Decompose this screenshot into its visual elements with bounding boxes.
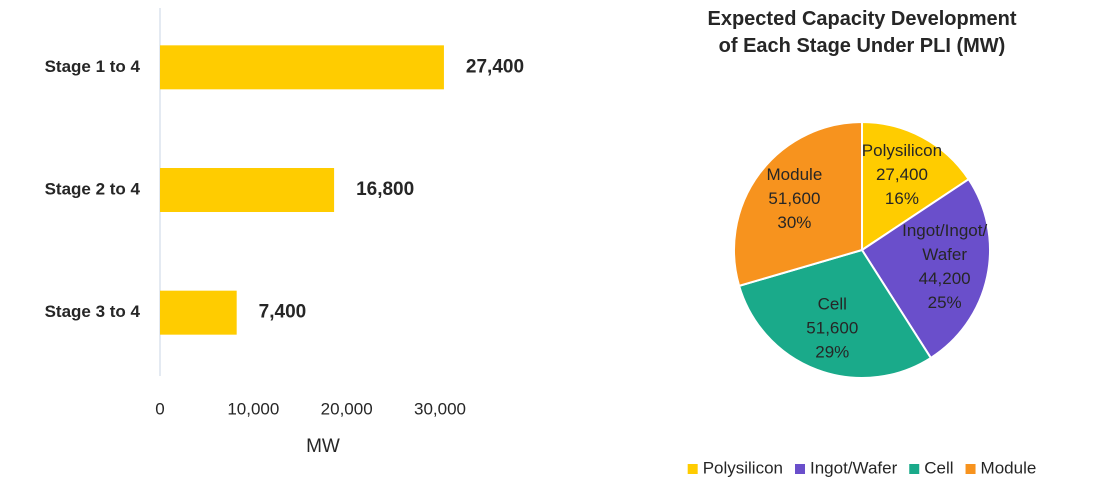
legend-swatch <box>965 464 976 474</box>
y-tick-label: Stage 3 to 4 <box>45 302 141 321</box>
x-axis-label: MW <box>306 436 340 457</box>
pie-slice <box>861 120 971 252</box>
slice-label: Ingot/Ingot/ <box>902 221 987 240</box>
slice-value: 27,400 <box>876 165 928 184</box>
value-label: 16,800 <box>356 179 414 200</box>
legend-swatch <box>795 464 805 474</box>
legend-label: Ingot/Wafer <box>810 458 898 477</box>
slice-percent: 30% <box>777 213 811 232</box>
slice-value: 44,200 <box>919 269 971 288</box>
slice-value: 51,600 <box>806 319 858 338</box>
legend-swatch <box>909 464 920 474</box>
legend-label: Module <box>981 458 1037 477</box>
x-tick-label: 20,000 <box>321 399 373 418</box>
slice-label: Module <box>767 165 823 184</box>
slice-percent: 25% <box>928 293 962 312</box>
pie-slice <box>860 177 991 360</box>
x-tick-label: 10,000 <box>227 399 279 418</box>
bar <box>160 168 335 212</box>
slice-percent: 16% <box>885 189 919 208</box>
y-tick-label: Stage 1 to 4 <box>45 57 141 76</box>
slice-label: Wafer <box>922 245 967 264</box>
legend-swatch <box>687 464 698 474</box>
slice-label: Polysilicon <box>862 141 942 160</box>
y-tick-label: Stage 2 to 4 <box>45 179 141 198</box>
slice-value: 51,600 <box>768 189 820 208</box>
slice-percent: 29% <box>815 343 849 362</box>
value-label: 27,400 <box>466 56 524 77</box>
x-tick-label: 0 <box>155 399 164 418</box>
legend-label: Cell <box>924 458 953 477</box>
bar <box>160 290 237 335</box>
bar <box>160 45 444 90</box>
pie-slice <box>733 120 863 288</box>
value-label: 7,400 <box>259 302 307 323</box>
slice-label: Cell <box>818 295 847 314</box>
legend: Polysilicon Ingot/Wafer Cell Module <box>687 458 1037 477</box>
pie-slice <box>737 248 933 379</box>
pie-title: Expected Capacity Development of Each Sta… <box>708 8 1017 57</box>
legend-label: Polysilicon <box>703 458 783 477</box>
x-tick-label: 30,000 <box>414 399 466 418</box>
